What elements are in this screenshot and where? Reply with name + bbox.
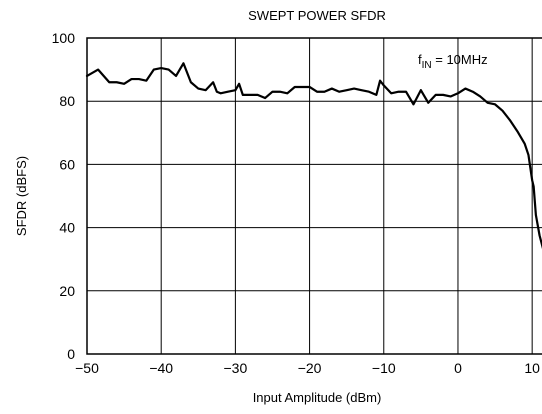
x-tick-label: −40 [149, 360, 173, 376]
y-tick-label: 100 [52, 30, 76, 46]
y-axis-label: SFDR (dBFS) [14, 156, 29, 236]
x-tick-label: 10 [524, 360, 540, 376]
fin-annotation-subscript: IN [422, 60, 432, 71]
fin-annotation: fIN = 10MHz [418, 52, 488, 71]
x-axis-label: Input Amplitude (dBm) [253, 390, 382, 405]
chart-title: SWEPT POWER SFDR [248, 8, 386, 23]
y-tick-label: 40 [59, 220, 75, 236]
sfdr-series-line [85, 62, 542, 250]
y-tick-label: 20 [59, 283, 75, 299]
y-tick-label: 0 [67, 346, 75, 362]
y-tick-labels: 0 20 40 60 80 100 [52, 30, 76, 362]
x-tick-labels: −50 −40 −30 −20 −10 0 10 [75, 360, 540, 376]
y-tick-label: 80 [59, 93, 75, 109]
fin-annotation-prefix: f [418, 52, 422, 67]
y-tick-label: 60 [59, 156, 75, 172]
x-tick-label: −30 [224, 360, 248, 376]
grid [86, 37, 542, 355]
x-tick-label: −20 [298, 360, 322, 376]
plot-frame [86, 37, 542, 355]
x-tick-label: −10 [372, 360, 396, 376]
fin-annotation-suffix: = 10MHz [432, 52, 488, 67]
x-tick-label: −50 [75, 360, 99, 376]
x-tick-label: 0 [454, 360, 462, 376]
